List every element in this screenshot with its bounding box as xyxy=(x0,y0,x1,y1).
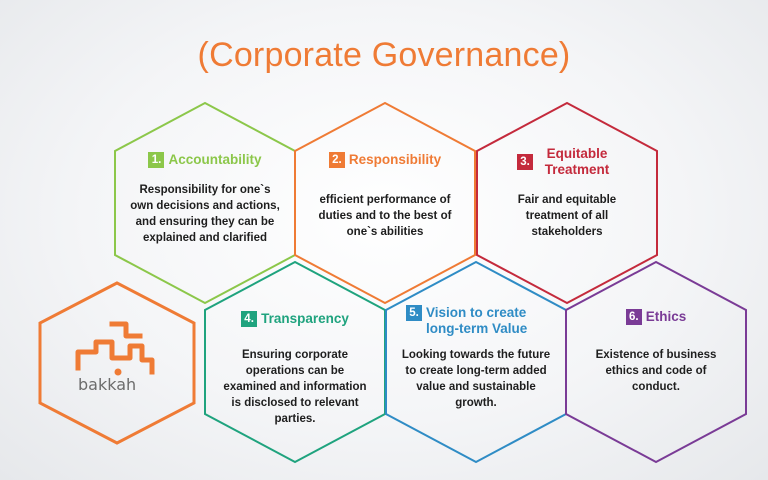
page-title: (Corporate Governance) xyxy=(197,36,571,74)
hex-logo xyxy=(38,281,196,445)
cell-ethics: 6. Ethics Existence of business ethics a… xyxy=(581,309,731,395)
heading-label: Transparency xyxy=(261,311,349,326)
cell-heading: 4. Transparency xyxy=(220,311,370,327)
heading-label: Equitable Treatment xyxy=(544,146,610,177)
hex-responsibility xyxy=(294,101,476,305)
cell-description: Fair and equitable treatment of all stak… xyxy=(517,194,617,238)
heading-label: Vision to create long-term Value xyxy=(426,305,528,336)
cell-heading: 5. Vision to create long-term Value xyxy=(401,305,551,337)
number-badge: 3. xyxy=(517,154,533,170)
bakkah-logo-icon xyxy=(75,321,155,375)
cell-description: Ensuring corporate operations can be exa… xyxy=(223,349,367,425)
number-badge: 2. xyxy=(328,152,345,168)
cell-transparency: 4. Transparency Ensuring corporate opera… xyxy=(220,311,370,427)
cell-vision: 5. Vision to create long-term Value Look… xyxy=(401,305,551,411)
number-badge: 5. xyxy=(406,305,422,321)
cell-heading: 6. Ethics xyxy=(581,309,731,325)
hex-equitable xyxy=(476,101,658,305)
heading-label: Ethics xyxy=(645,309,687,324)
number-badge: 1. xyxy=(148,152,165,168)
hex-ethics xyxy=(565,260,747,464)
cell-description: Responsibility for one`s own decisions a… xyxy=(130,184,280,244)
number-badge: 6. xyxy=(625,309,642,325)
cell-heading: 3. Equitable Treatment xyxy=(492,146,642,178)
cell-equitable-treatment: 3. Equitable Treatment Fair and equitabl… xyxy=(492,146,642,240)
cell-responsibility: 2. Responsibility efficient performance … xyxy=(310,152,460,240)
cell-description: efficient performance of duties and to t… xyxy=(318,194,452,238)
heading-label: Responsibility xyxy=(348,152,442,167)
cell-heading: 2. Responsibility xyxy=(310,152,460,168)
cell-description: Existence of business ethics and code of… xyxy=(595,349,717,393)
number-badge: 4. xyxy=(241,311,258,327)
cell-accountability: 1. Accountability Responsibility for one… xyxy=(130,152,280,246)
heading-label: Accountability xyxy=(168,152,262,167)
cell-heading: 1. Accountability xyxy=(130,152,280,168)
logo-dot xyxy=(114,368,122,376)
logo-wordmark: bakkah xyxy=(78,375,137,394)
cell-description: Looking towards the future to create lon… xyxy=(401,349,551,409)
